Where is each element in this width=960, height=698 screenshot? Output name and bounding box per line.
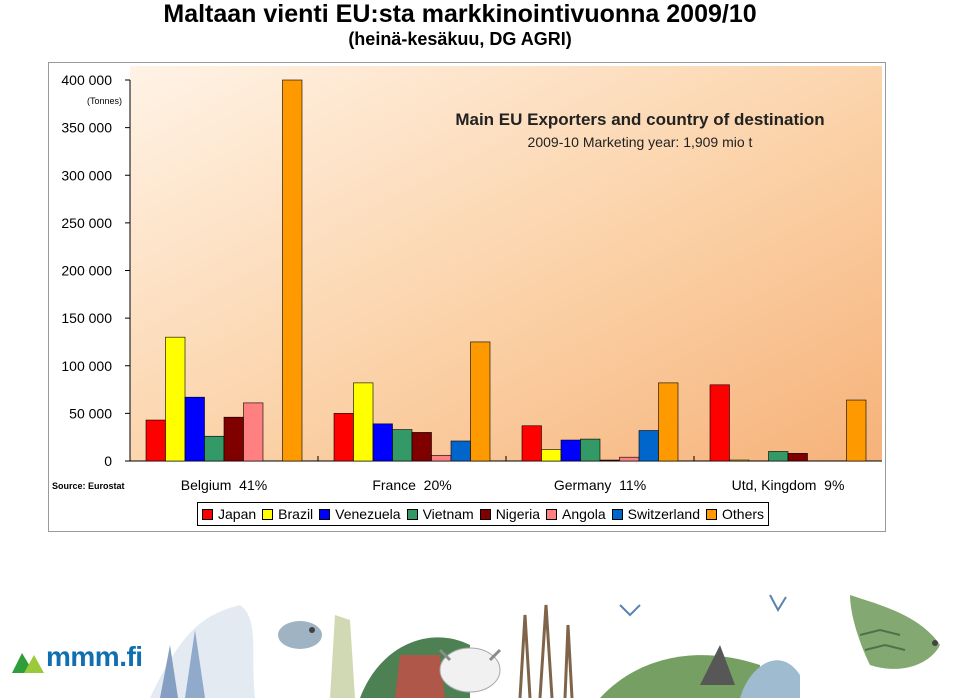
legend-swatch <box>202 508 213 520</box>
logo-text: mmm.fi <box>46 641 143 672</box>
bar-brazil-4 <box>729 459 750 462</box>
legend-item: Brazil <box>262 506 313 522</box>
bar-vietnam-2 <box>392 429 413 462</box>
y-tick-label: 400 000 <box>61 72 112 88</box>
legend-swatch <box>706 508 718 520</box>
x-tick-label: Germany 11% <box>554 477 646 493</box>
bar-vietnam-4 <box>768 451 789 462</box>
logo-icon <box>12 653 44 673</box>
bar-nigeria-1 <box>223 416 244 462</box>
plot-area <box>130 66 882 461</box>
y-tick-label: 100 000 <box>61 358 112 374</box>
bar-japan-2 <box>333 413 354 462</box>
y-unit-label: (Tonnes) <box>87 96 122 106</box>
y-tick-label: 0 <box>104 453 112 469</box>
bar-vietnam-3 <box>580 438 601 462</box>
bar-others-2 <box>470 341 491 462</box>
page-subtitle: (heinä-kesäkuu, DG AGRI) <box>348 29 572 49</box>
bar-brazil-1 <box>165 336 186 462</box>
bar-venezuela-3 <box>560 439 581 462</box>
legend-item: Switzerland <box>611 506 701 522</box>
legend-item: Angola <box>546 506 606 522</box>
y-tick-label: 150 000 <box>61 310 112 326</box>
legend-label: Switzerland <box>627 506 701 522</box>
legend-item: Nigeria <box>479 506 541 522</box>
bar-brazil-2 <box>353 382 374 462</box>
legend-item: Japan <box>202 506 256 522</box>
bar-angola-1 <box>243 402 264 462</box>
x-tick-label: France 20% <box>372 477 451 493</box>
bar-nigeria-3 <box>599 459 620 462</box>
legend-label: Nigeria <box>495 506 541 522</box>
bar-others-4 <box>846 399 867 462</box>
legend-item: Vietnam <box>406 506 474 522</box>
y-tick-label: 200 000 <box>61 263 112 279</box>
bar-japan-4 <box>709 384 730 462</box>
legend-label: Vietnam <box>422 506 474 522</box>
legend-swatch <box>546 508 558 520</box>
legend-label: Venezuela <box>335 506 401 522</box>
bar-venezuela-1 <box>184 396 205 462</box>
legend-swatch <box>406 508 418 520</box>
bar-japan-1 <box>145 419 166 462</box>
source-label: Source: Eurostat <box>52 481 125 491</box>
legend-label: Angola <box>562 506 606 522</box>
footer-illustration <box>12 594 940 698</box>
bar-chart: 0 50 000 100 000 150 000 200 000 250 000 300 0… <box>52 66 882 493</box>
legend-item: Venezuela <box>319 506 401 522</box>
y-tick-label: 50 000 <box>69 405 112 421</box>
page-title: Maltaan vienti EU:sta markkinointivuonna… <box>163 0 757 28</box>
y-tick-label: 350 000 <box>61 120 112 136</box>
legend-label: Others <box>722 506 765 522</box>
bar-venezuela-2 <box>372 423 393 462</box>
bar-japan-3 <box>521 425 542 462</box>
bar-angola-3 <box>619 456 640 462</box>
bar-nigeria-2 <box>411 432 432 462</box>
bar-brazil-3 <box>541 449 562 462</box>
chart-subtitle: 2009-10 Marketing year: 1,909 mio t <box>528 134 753 150</box>
x-tick-label: Belgium 41% <box>181 477 267 493</box>
bar-switzerland-3 <box>638 430 659 462</box>
bar-others-3 <box>658 382 679 462</box>
x-tick-label: Utd, Kingdom 9% <box>732 477 845 493</box>
bar-vietnam-1 <box>204 435 225 462</box>
legend-swatch <box>319 508 331 520</box>
legend-item: Others <box>706 506 764 522</box>
y-tick-label: 300 000 <box>61 167 112 183</box>
bar-angola-2 <box>431 454 452 462</box>
legend-swatch <box>262 508 274 520</box>
legend-swatch <box>479 508 491 520</box>
legend-swatch <box>611 508 623 520</box>
chart-legend: Japan Brazil Venezuela Vietnam Nigeria Angola… <box>197 502 770 526</box>
y-tick-label: 250 000 <box>61 215 112 231</box>
bar-nigeria-4 <box>787 453 808 462</box>
page-title-block: Maltaan vienti EU:sta markkinointivuonna… <box>120 0 800 50</box>
bar-others-1 <box>282 79 303 462</box>
bar-switzerland-2 <box>450 440 471 462</box>
legend-label: Brazil <box>278 506 314 522</box>
legend-label: Japan <box>218 506 257 522</box>
chart-title: Main EU Exporters and country of destina… <box>455 110 824 129</box>
